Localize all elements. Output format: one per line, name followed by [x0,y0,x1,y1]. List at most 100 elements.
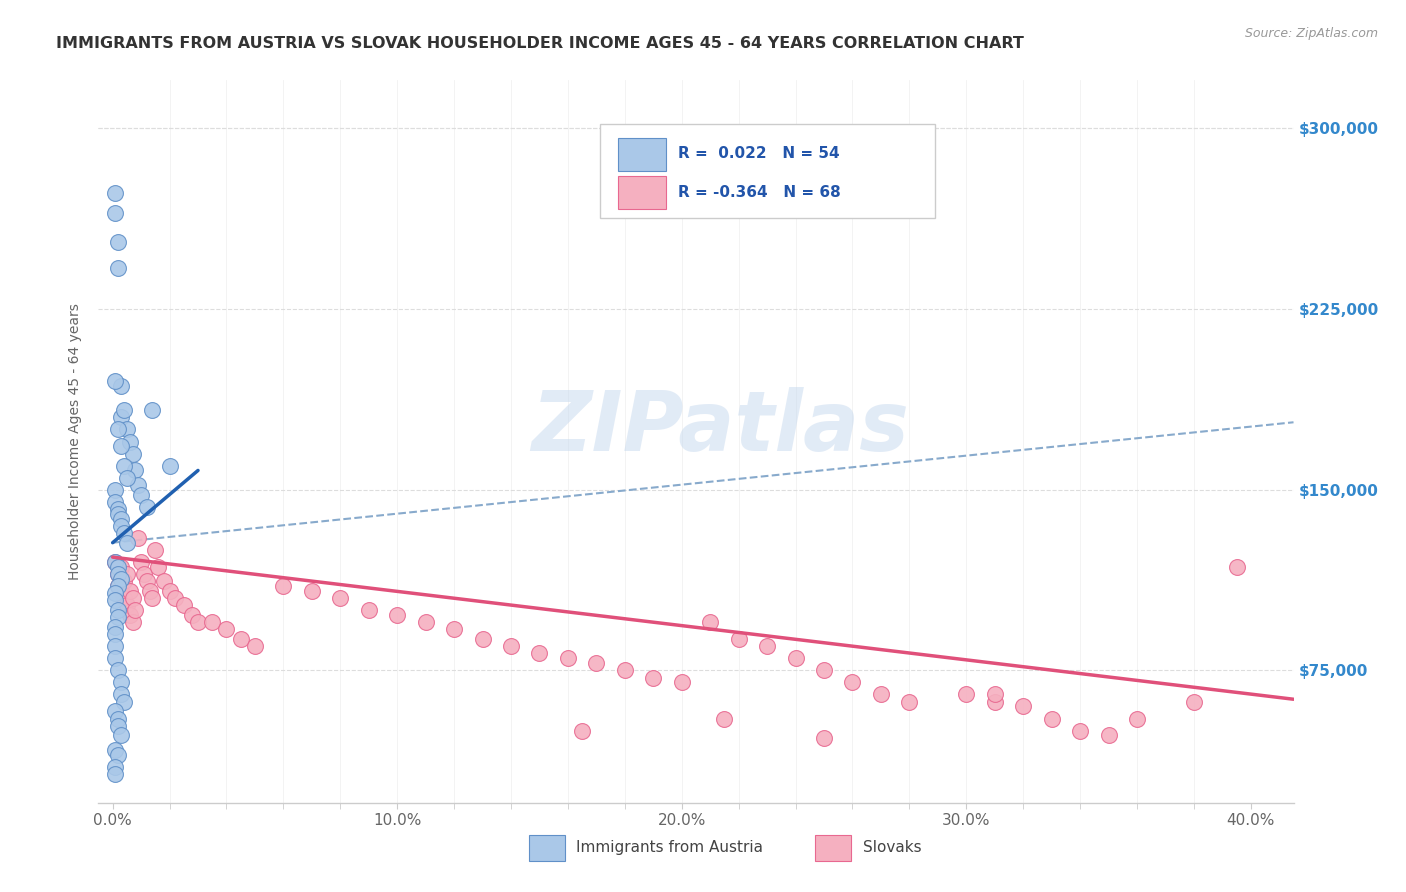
Point [104,627,127,641]
Point [107,567,129,582]
Point [112,574,135,589]
Point [215,623,238,637]
Point [129,555,152,569]
Point [813,664,835,678]
Point [115,535,138,549]
Point [107,719,129,733]
FancyBboxPatch shape [619,138,666,170]
FancyBboxPatch shape [600,124,935,218]
Point [159,458,181,473]
Point [1126,712,1149,726]
Point [173,599,195,613]
Point [141,591,163,606]
Point [557,651,579,665]
Point [870,687,893,701]
Point [104,375,127,389]
Point [104,704,127,718]
Point [112,591,135,606]
Point [138,583,160,598]
Point [107,423,129,437]
Point [148,559,170,574]
Point [727,632,749,646]
Point [110,379,132,393]
Point [571,723,593,738]
Point [104,555,127,569]
Point [127,531,149,545]
Point [107,579,129,593]
Point [104,494,127,508]
Point [115,599,138,613]
Point [153,574,176,589]
Point [187,615,209,630]
Point [121,615,143,630]
Point [1069,723,1091,738]
Point [107,507,129,521]
Point [713,712,735,726]
Point [529,647,551,661]
Point [104,639,127,653]
Point [118,583,141,598]
Point [1097,728,1119,742]
Point [104,586,127,600]
Point [112,695,135,709]
Point [110,439,132,453]
Text: Immigrants from Austria: Immigrants from Austria [576,840,763,855]
Point [118,607,141,622]
FancyBboxPatch shape [529,835,565,861]
Point [301,583,323,598]
Point [112,526,135,541]
Point [329,591,352,606]
Text: R = -0.364   N = 68: R = -0.364 N = 68 [678,186,841,201]
Point [107,567,129,582]
Point [135,500,157,514]
Point [955,687,977,701]
Point [121,591,143,606]
Point [756,639,779,653]
Point [110,728,132,742]
Point [104,555,127,569]
Point [984,695,1007,709]
Point [104,760,127,774]
Point [898,695,921,709]
Point [132,567,155,582]
Text: Source: ZipAtlas.com: Source: ZipAtlas.com [1244,27,1378,40]
Point [643,671,665,685]
Point [159,583,181,598]
Point [357,603,380,617]
Point [112,458,135,473]
Point [107,261,129,276]
Point [110,410,132,425]
Text: IMMIGRANTS FROM AUSTRIA VS SLOVAK HOUSEHOLDER INCOME AGES 45 - 64 YEARS CORRELAT: IMMIGRANTS FROM AUSTRIA VS SLOVAK HOUSEH… [56,36,1024,51]
Y-axis label: Householder Income Ages 45 - 64 years: Householder Income Ages 45 - 64 years [69,303,83,580]
Point [984,687,1007,701]
Point [107,559,129,574]
Point [813,731,835,745]
Point [1226,559,1249,574]
Point [129,487,152,501]
Point [181,607,204,622]
Point [127,478,149,492]
Point [107,235,129,249]
Point [107,502,129,516]
Point [112,403,135,417]
Point [107,664,129,678]
Point [699,615,721,630]
Point [110,687,132,701]
Point [104,186,127,201]
Point [1012,699,1035,714]
FancyBboxPatch shape [619,177,666,209]
FancyBboxPatch shape [815,835,852,861]
Point [385,607,409,622]
Point [104,743,127,757]
Point [110,511,132,525]
Point [1040,712,1063,726]
Point [443,623,465,637]
Point [110,559,132,574]
Point [841,675,863,690]
Point [104,483,127,497]
Point [115,471,138,485]
Point [585,656,607,670]
Point [613,664,636,678]
Point [115,423,138,437]
Point [273,579,295,593]
